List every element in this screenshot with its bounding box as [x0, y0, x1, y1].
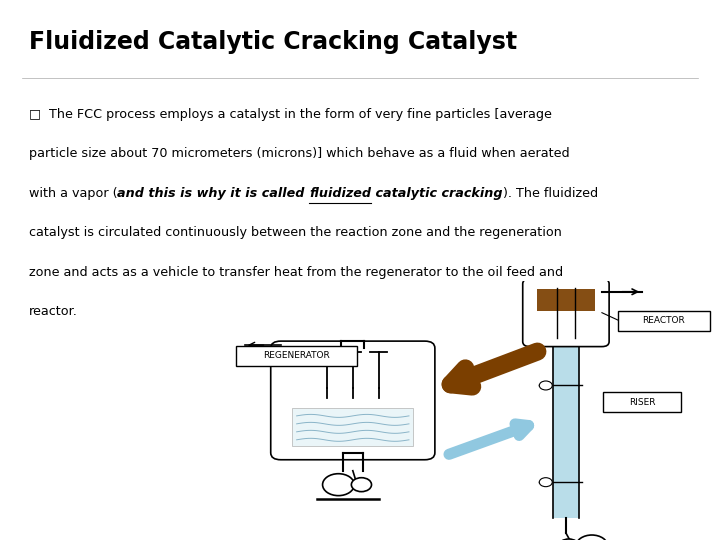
Text: reactor.: reactor.: [29, 305, 78, 318]
Circle shape: [559, 539, 579, 540]
Bar: [553, 330, 579, 518]
Circle shape: [323, 474, 354, 496]
Text: ). The fluidized: ). The fluidized: [503, 187, 598, 200]
Text: REACTOR: REACTOR: [642, 316, 685, 325]
Circle shape: [351, 478, 372, 491]
Text: catalyst is circulated continuously between the reaction zone and the regenerati: catalyst is circulated continuously betw…: [29, 226, 562, 239]
Text: and this is why it is called: and this is why it is called: [117, 187, 310, 200]
Circle shape: [539, 381, 552, 390]
Bar: [292, 408, 413, 446]
Text: catalytic cracking: catalytic cracking: [372, 187, 503, 200]
Text: particle size about 70 micrometers (microns)] which behave as a fluid when aerat: particle size about 70 micrometers (micr…: [29, 147, 570, 160]
Bar: [537, 289, 595, 310]
Text: REGENERATOR: REGENERATOR: [264, 351, 330, 360]
FancyBboxPatch shape: [236, 346, 357, 366]
Circle shape: [576, 535, 608, 540]
Text: □  The FCC process employs a catalyst in the form of very fine particles [averag: □ The FCC process employs a catalyst in …: [29, 108, 552, 121]
Text: RISER: RISER: [629, 398, 655, 407]
Text: zone and acts as a vehicle to transfer heat from the regenerator to the oil feed: zone and acts as a vehicle to transfer h…: [29, 266, 563, 279]
Circle shape: [539, 478, 552, 487]
Text: with a vapor (: with a vapor (: [29, 187, 117, 200]
Text: fluidized: fluidized: [310, 187, 372, 200]
Text: Fluidized Catalytic Cracking Catalyst: Fluidized Catalytic Cracking Catalyst: [29, 30, 517, 53]
FancyBboxPatch shape: [523, 279, 609, 347]
FancyBboxPatch shape: [618, 310, 710, 330]
FancyBboxPatch shape: [603, 393, 681, 413]
FancyBboxPatch shape: [271, 341, 435, 460]
